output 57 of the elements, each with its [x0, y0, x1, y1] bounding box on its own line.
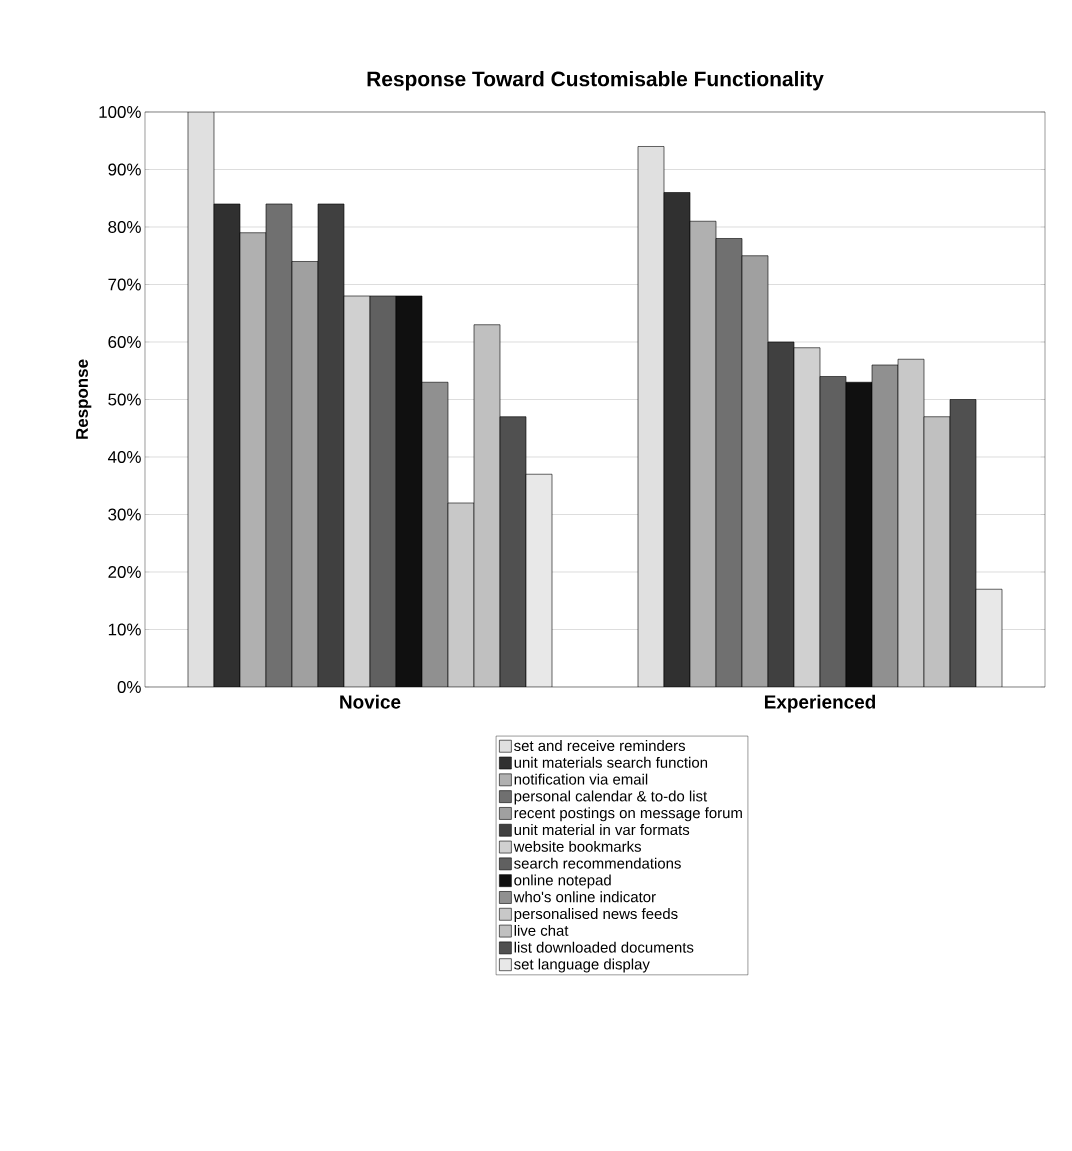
bar [845, 381, 873, 687]
bar [741, 255, 769, 687]
bar [499, 416, 527, 687]
y-tick-label: 100% [99, 105, 141, 118]
legend-label: live chat [514, 924, 569, 936]
y-tick-label: 20% [108, 565, 141, 578]
legend-label: online notepad [514, 874, 611, 889]
bar [767, 341, 795, 687]
bar [793, 347, 821, 687]
legend-label: search recommendations [514, 857, 681, 869]
bar [343, 295, 371, 687]
bar [317, 203, 345, 687]
chart-title: Response Toward Customisable Functionality [367, 70, 824, 91]
legend-label: personalised news feeds [514, 908, 678, 923]
legend-label: set language display [514, 958, 650, 973]
legend-label: unit material in var formats [514, 824, 690, 836]
y-tick-label: 10% [108, 623, 141, 636]
bar [637, 146, 665, 687]
legend-label: unit materials search function [514, 756, 708, 768]
legend-label: personal calendar & to-do list [514, 790, 708, 805]
y-tick-label: 60% [108, 335, 141, 348]
bar [525, 473, 553, 687]
bar [447, 502, 475, 687]
y-tick-label: 70% [108, 278, 141, 291]
bar [187, 111, 215, 687]
legend-label: notification via email [514, 773, 648, 785]
legend-label: website bookmarks [513, 840, 641, 852]
bar [395, 295, 423, 687]
bar [949, 399, 977, 687]
y-tick-label: 30% [108, 508, 141, 521]
bar [871, 364, 899, 687]
legend-label: recent postings on message forum [514, 807, 742, 822]
bar [923, 416, 951, 687]
bar [663, 192, 691, 687]
y-axis-title: Response [76, 359, 92, 439]
bar [975, 588, 1003, 687]
bar [265, 203, 293, 687]
legend-label: list downloaded documents [514, 941, 694, 953]
legend-label: who's online indicator [513, 891, 656, 903]
x-tick-label: Novice [340, 694, 401, 709]
bar [239, 232, 267, 687]
bar [473, 324, 501, 687]
bar [819, 376, 847, 687]
bar [291, 261, 319, 687]
y-tick-label: 50% [108, 393, 141, 406]
x-tick-label: Experienced [764, 694, 876, 713]
bar [213, 203, 241, 687]
y-tick-label: 80% [108, 220, 141, 233]
y-tick-label: 40% [107, 450, 141, 463]
y-tick-label: 90% [108, 163, 141, 176]
bar [897, 358, 925, 687]
bar [421, 381, 449, 687]
bar [689, 220, 717, 687]
y-tick-label: 0% [117, 680, 141, 693]
legend-label: set and receive reminders [514, 740, 686, 752]
bar [715, 238, 743, 687]
bar [369, 295, 397, 687]
